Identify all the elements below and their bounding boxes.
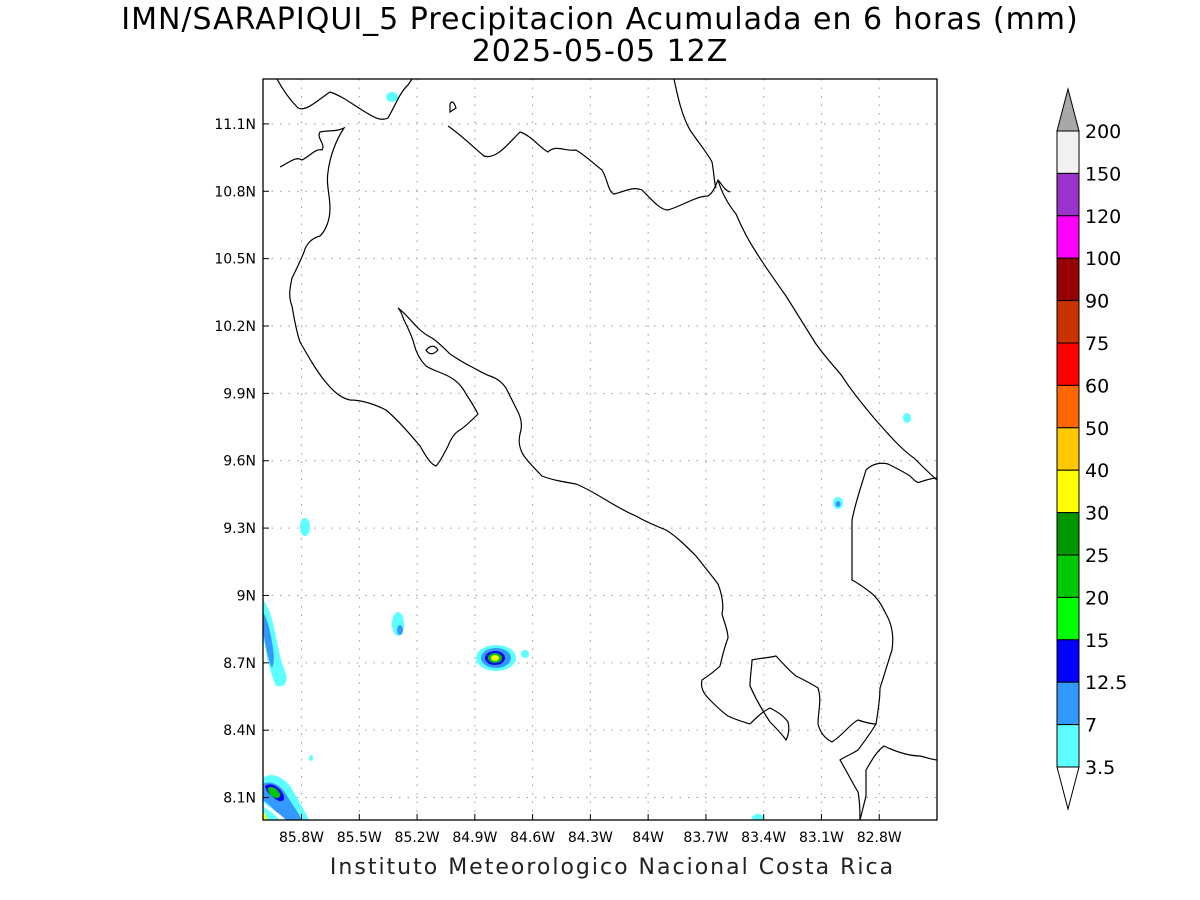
x-tick-label: 84.3W (568, 830, 613, 846)
precip-cell-southwest-corner (263, 775, 309, 820)
colorbar-label: 7 (1085, 715, 1097, 737)
colorbar-label: 150 (1085, 163, 1121, 185)
lake-nicaragua-island (449, 101, 457, 114)
colorbar-overflow-triangle (1056, 87, 1080, 132)
burica-peninsula (859, 745, 937, 820)
map-title: IMN/SARAPIQUI_5 Precipitacion Acumulada … (121, 2, 1079, 37)
colorbar-segment (1056, 172, 1080, 217)
x-tick-label: 83.1W (799, 830, 844, 846)
colorbar-segment (1056, 342, 1080, 386)
colorbar-label: 15 (1085, 630, 1109, 652)
colorbar-underflow-triangle (1056, 766, 1080, 811)
y-tick-label: 10.5N (214, 252, 256, 268)
nicaragua-costa-rica-border (447, 125, 731, 211)
colorbar-label: 50 (1085, 418, 1109, 440)
pacific-coast-north (279, 126, 751, 725)
precip-cell-south-center (476, 645, 529, 671)
colorbar-label: 60 (1085, 375, 1109, 397)
colorbar-label: 200 (1085, 121, 1121, 143)
precip-cell-nicoya-south (392, 612, 404, 636)
x-tick-label: 84.6W (510, 830, 555, 846)
y-tick-label: 8.7N (223, 656, 256, 672)
nicaragua-border-pacific (276, 79, 413, 120)
caribbean-coast (717, 179, 937, 481)
y-tick-label: 9N (237, 588, 256, 604)
colorbar-legend: 200 150 120 100 90 75 60 50 40 30 25 20 15 12.5 7 3.5 (1056, 87, 1127, 811)
x-tick-label: 83.4W (741, 830, 786, 846)
colorbar-label: 30 (1085, 503, 1109, 525)
y-tick-label: 9.3N (223, 521, 256, 537)
y-tick-label: 8.4N (223, 723, 256, 739)
y-tick-label: 9.6N (223, 454, 256, 470)
map-frame (262, 78, 938, 821)
x-tick-label: 85.5W (337, 830, 382, 846)
colorbar-segment (1056, 512, 1080, 556)
coastline-borders (276, 79, 937, 820)
precip-cell-west-coast (263, 600, 287, 687)
colorbar-label: 12.5 (1085, 672, 1127, 694)
precip-cell-small (300, 92, 911, 820)
colorbar-segment (1056, 215, 1080, 259)
colorbar-label: 75 (1085, 333, 1109, 355)
colorbar-segment (1056, 130, 1080, 174)
colorbar-label: 20 (1085, 587, 1109, 609)
x-tick-label: 84W (632, 830, 664, 846)
colorbar-label: 3.5 (1085, 757, 1115, 779)
colorbar-segment (1056, 427, 1080, 471)
colorbar-segment (1056, 257, 1080, 302)
osa-peninsula (749, 462, 937, 743)
x-tick-label: 84.9W (452, 830, 497, 846)
colorbar-label: 90 (1085, 291, 1109, 313)
map-subtitle-datetime: 2025-05-05 12Z (471, 34, 729, 69)
colorbar-segment (1056, 300, 1080, 344)
colorbar-segment (1056, 639, 1080, 683)
x-tick-label: 85.8W (279, 830, 324, 846)
x-tick-label: 83.7W (683, 830, 728, 846)
colorbar-label: 120 (1085, 206, 1121, 228)
colorbar-segment (1056, 681, 1080, 726)
colorbar-segment (1056, 596, 1080, 641)
map-content (263, 79, 937, 820)
nicaragua-east-coast (673, 79, 717, 189)
x-tick-label: 85.2W (395, 830, 440, 846)
colorbar-label: 100 (1085, 248, 1121, 270)
y-tick-label: 9.9N (223, 386, 256, 402)
panama-border (839, 723, 877, 820)
colorbar-segment (1056, 469, 1080, 514)
y-tick-label: 11.1N (214, 117, 256, 133)
colorbar-segment (1056, 384, 1080, 429)
colorbar-label: 25 (1085, 545, 1109, 567)
y-tick-label: 10.8N (214, 184, 256, 200)
lat-lon-grid (263, 79, 937, 820)
x-tick-label: 82.8W (857, 830, 902, 846)
y-tick-label: 10.2N (214, 319, 256, 335)
y-tick-label: 8.1N (223, 791, 256, 807)
gulf-of-nicoya-interior (425, 345, 439, 355)
colorbar-segment (1056, 724, 1080, 768)
latitude-axis: 11.1N 10.8N 10.5N 10.2N 9.9N 9.6N 9.3N 9N 8.7N 8.… (214, 117, 269, 807)
longitude-axis: 85.8W 85.5W 85.2W 84.9W 84.6W 84.3W 84W 83.7W 83… (279, 814, 902, 846)
colorbar-label: 40 (1085, 460, 1109, 482)
colorbar-segment (1056, 554, 1080, 598)
footer-credit: Instituto Meteorologico Nacional Costa R… (329, 855, 896, 880)
